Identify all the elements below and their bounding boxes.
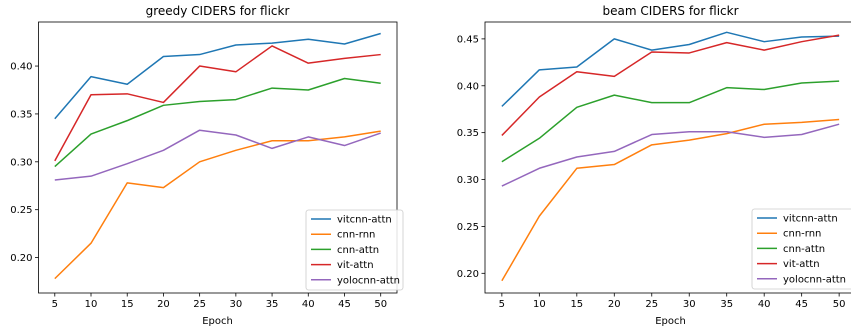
series-line-cnn-attn [501, 80, 840, 163]
greedy-ciders-chart: greedy CIDERS for flickr Epoch 5 10 15 20 25… [10, 4, 404, 327]
legend-label: cnn-attn [783, 244, 825, 255]
x-tick-label: 15 [570, 299, 583, 310]
legend-label: cnn-rnn [783, 229, 821, 240]
y-tick-label: 0.25 [457, 222, 479, 233]
x-tick-label: 50 [374, 299, 387, 310]
x-tick-label: 10 [85, 299, 98, 310]
axes-frame [38, 21, 398, 294]
series-line-vit-attn [54, 45, 381, 162]
x-tick-label: 50 [833, 299, 846, 310]
x-axis-label: Epoch [202, 316, 233, 327]
series-line-yolocnn-attn [501, 123, 840, 187]
legend-label: yolocnn-attn [337, 275, 400, 286]
series-line-vit-attn [501, 34, 840, 136]
y-tick-label: 0.20 [10, 253, 32, 264]
y-tick-label: 0.40 [10, 62, 32, 73]
y-tick-label: 0.25 [10, 205, 32, 216]
x-tick-label: 45 [338, 299, 351, 310]
legend-label: cnn-attn [337, 245, 379, 256]
x-tick-label: 40 [758, 299, 771, 310]
x-tick-label: 35 [266, 299, 279, 310]
series-line-cnn-attn [54, 77, 381, 168]
y-tick-label: 0.30 [457, 175, 479, 186]
x-tick-label: 30 [229, 299, 242, 310]
y-tick-label: 0.35 [457, 128, 479, 139]
y-tick-label: 0.45 [457, 34, 479, 45]
x-tick-label: 40 [302, 299, 315, 310]
x-tick-label: 25 [645, 299, 658, 310]
legend-label: yolocnn-attn [783, 274, 846, 285]
axes-frame [484, 21, 851, 294]
x-axis-label: Epoch [655, 316, 686, 327]
x-tick-label: 5 [52, 299, 58, 310]
legend-label: vit-attn [783, 259, 820, 270]
legend: vitcnn-attn cnn-rnn cnn-attn vit-attn yolocn… [305, 209, 404, 291]
series-line-yolocnn-attn [54, 129, 381, 181]
x-tick-label: 15 [121, 299, 134, 310]
y-tick-label: 0.20 [457, 269, 479, 280]
series-line-cnn-rnn [54, 130, 381, 280]
chart-title: beam CIDERS for flickr [602, 4, 738, 18]
series-line-vitcnn-attn [54, 32, 381, 120]
legend-label: cnn-rnn [337, 230, 375, 241]
series-line-vitcnn-attn [501, 31, 840, 107]
y-tick-label: 0.35 [10, 109, 32, 120]
series-line-cnn-rnn [501, 118, 840, 282]
x-tick-label: 10 [533, 299, 546, 310]
y-tick-label: 0.40 [457, 81, 479, 92]
y-tick-label: 0.30 [10, 157, 32, 168]
legend-label: vit-attn [337, 260, 374, 271]
x-tick-label: 35 [720, 299, 733, 310]
x-tick-label: 45 [795, 299, 808, 310]
x-tick-label: 25 [193, 299, 206, 310]
legend-box [305, 209, 404, 291]
x-tick-label: 5 [499, 299, 505, 310]
legend-box [751, 208, 851, 290]
x-tick-label: 20 [157, 299, 170, 310]
x-tick-label: 30 [683, 299, 696, 310]
legend: vitcnn-attn cnn-rnn cnn-attn vit-attn yolocn… [751, 208, 851, 290]
legend-label: vitcnn-attn [337, 215, 392, 226]
beam-ciders-chart: beam CIDERS for flickr Epoch 5 10 15 20 25 30… [457, 4, 851, 327]
legend-label: vitcnn-attn [783, 214, 838, 225]
chart-title: greedy CIDERS for flickr [146, 4, 290, 18]
x-tick-label: 20 [608, 299, 621, 310]
